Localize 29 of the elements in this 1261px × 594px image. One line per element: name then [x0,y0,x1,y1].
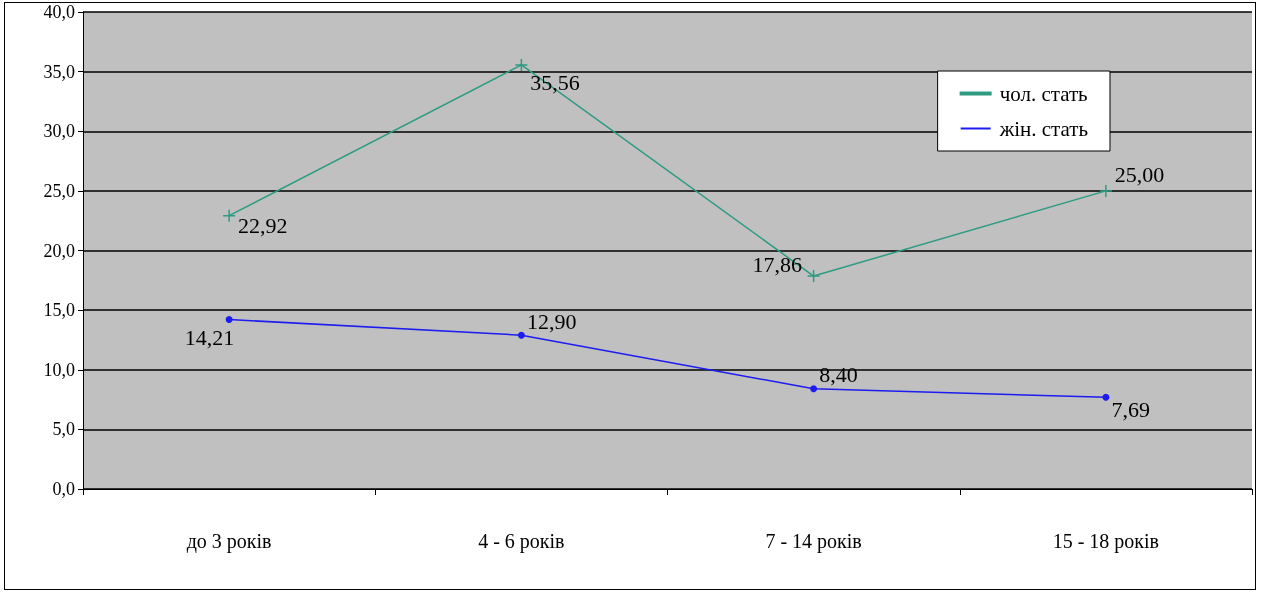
y-tick-label: 0,0 [52,479,75,499]
point [514,58,529,72]
legend-label: жін. стать [998,116,1089,141]
y-tick-label: 40,0 [43,2,75,22]
x-tick-label: до 3 років [186,530,272,553]
y-tick-label: 10,0 [43,359,75,380]
point [222,208,236,223]
legend-label: чол. стать [999,81,1088,106]
y-tick-label: 15,0 [43,300,75,321]
data-label: 25,00 [1114,162,1165,188]
y-tick-label: 35,0 [43,61,75,82]
x-tick-label: 7 - 14 років [765,530,862,553]
data-label: 7,69 [1111,396,1150,422]
y-tick-label: 20,0 [43,240,75,261]
point [1102,393,1110,401]
point [810,385,818,393]
y-tick-label: 25,0 [43,180,75,201]
x-tick-label: 15 - 18 років [1052,530,1160,553]
y-tick-label: 5,0 [52,419,75,440]
x-tick-label: 4 - 6 років [478,530,565,553]
point [1099,184,1113,198]
data-label: 14,21 [184,325,235,351]
y-tick-label: 30,0 [43,121,75,142]
point [225,316,233,324]
data-label: 22,92 [237,213,288,239]
point [517,331,525,339]
point [806,269,821,283]
data-label: 17,86 [752,251,802,277]
data-label: 12,90 [526,308,577,334]
